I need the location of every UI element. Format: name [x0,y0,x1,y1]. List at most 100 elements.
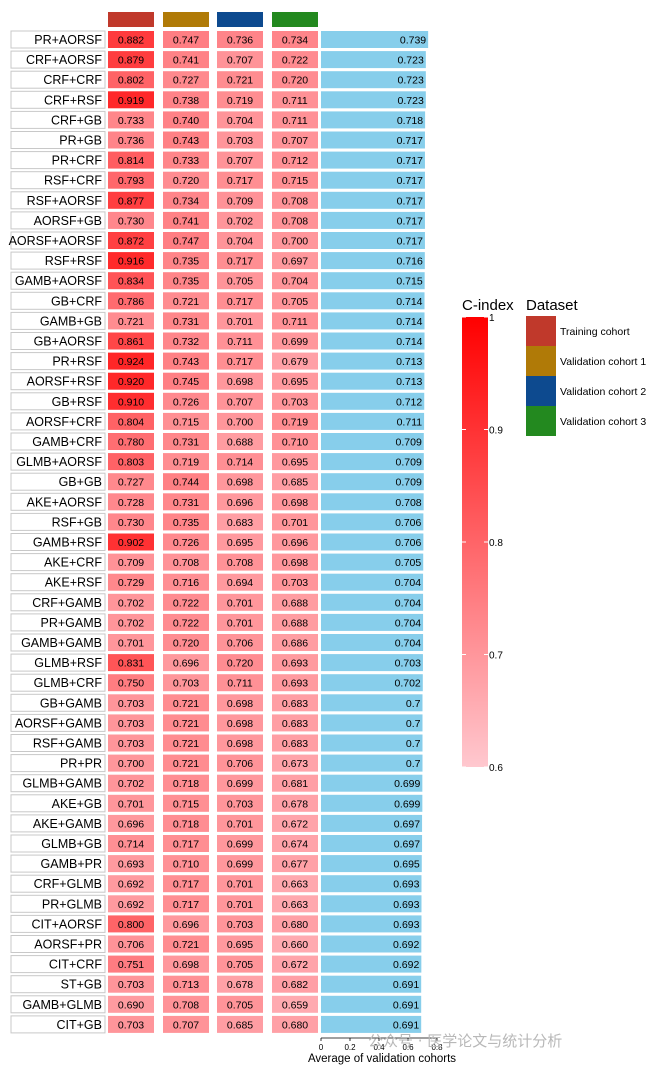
average-bar-value: 0.704 [395,577,421,589]
average-bar [321,734,423,752]
heatmap-cell [217,232,263,249]
average-bar-value: 0.712 [396,396,422,408]
heatmap-cell-value: 0.699 [227,859,253,871]
model-label-box [10,593,106,612]
heatmap-cell [217,553,263,571]
heatmap-cell [108,835,154,852]
model-label-box [10,70,106,89]
heatmap-cell-value: 0.692 [118,879,144,891]
average-bar-value: 0.708 [395,497,421,509]
model-label: RSF+CRF [44,174,102,188]
average-bar-value: 0.693 [393,899,419,911]
heatmap-cell-value: 0.688 [282,597,308,609]
model-label: PR+PR [60,757,102,771]
heatmap-cell [108,694,154,712]
heatmap-cell-value: 0.701 [227,617,253,629]
heatmap-cell [108,191,154,209]
heatmap-cell-value: 0.920 [118,376,144,388]
heatmap-cell [163,332,209,350]
heatmap-cell [272,453,318,471]
heatmap-cell [163,915,209,933]
heatmap-cell-value: 0.704 [282,276,308,288]
heatmap-cell-value: 0.713 [173,979,199,991]
heatmap-cell [108,513,154,531]
heatmap-cell [217,593,263,611]
heatmap-cell-value: 0.673 [282,758,308,770]
heatmap-cell [163,995,209,1013]
average-bar [321,332,425,350]
model-label: CRF+GB [51,113,102,127]
heatmap-cell [217,774,263,792]
heatmap-cell [217,513,263,531]
heatmap-cell [163,734,209,752]
model-label: GAMB+RSF [33,536,102,550]
average-bar [321,292,425,310]
heatmap-cell-value: 0.678 [282,798,308,810]
model-label: AORSF+AORSF [9,234,103,248]
average-bar [321,634,424,651]
heatmap-cell [108,553,154,571]
heatmap-cell [217,493,263,511]
average-axis-tick-label: 0.2 [344,1043,356,1052]
heatmap-cell-value: 0.718 [173,818,199,830]
heatmap-cell-value: 0.682 [282,979,308,991]
dataset-legend-label: Validation cohort 1 [560,356,646,368]
heatmap-cell [108,895,154,913]
heatmap-cell-value: 0.731 [173,437,199,449]
heatmap-cell [217,694,263,712]
heatmap-cell-value: 0.717 [173,839,199,851]
average-bar-value: 0.691 [393,1019,419,1031]
heatmap-cell [163,634,209,651]
average-bar-value: 0.717 [397,175,423,187]
average-bar-value: 0.716 [397,256,423,268]
heatmap-cell-value: 0.680 [282,919,308,931]
average-bar-value: 0.713 [396,356,422,368]
model-label: CIT+GB [57,1018,103,1032]
model-label-box [10,874,106,893]
model-label-box [10,211,106,230]
heatmap-cell-value: 0.786 [118,296,144,308]
heatmap-cell [272,774,318,792]
heatmap-cell [272,955,318,973]
heatmap-cell-value: 0.659 [282,999,308,1011]
heatmap-cell [163,51,209,69]
model-label-box [10,774,106,793]
heatmap-cell-value: 0.683 [282,738,308,750]
heatmap-cell-value: 0.703 [118,698,144,710]
colorbar-tick-label: 0.8 [489,538,503,549]
model-label: GB+GB [59,475,102,489]
model-label: RSF+GB [52,515,102,529]
model-label: RSF+GAMB [33,737,102,751]
heatmap-cell-value: 0.699 [227,839,253,851]
heatmap-cell [217,292,263,310]
heatmap-cell [163,835,209,852]
heatmap-cell [108,613,154,631]
heatmap-cell [217,814,263,832]
model-label: CRF+GLMB [34,877,102,891]
model-label: GAMB+AORSF [15,274,103,288]
average-bar [321,895,422,913]
heatmap-cell-value: 0.693 [282,678,308,690]
model-label-box [10,131,106,149]
heatmap-cell [217,875,263,893]
model-label: GAMB+PR [41,857,102,871]
heatmap-cell-value: 0.694 [227,577,253,589]
model-label-box [10,311,106,330]
heatmap-cell [272,352,318,370]
model-label: GLMB+GAMB [22,777,102,791]
heatmap-cell [108,433,154,450]
heatmap-cell-value: 0.703 [227,798,253,810]
heatmap-cell [272,91,318,109]
dataset-legend-title: Dataset [526,297,579,314]
heatmap-cell [163,272,209,290]
heatmap-cell-value: 0.716 [173,577,199,589]
heatmap-cell [272,593,318,611]
colorbar-tick-label: 0.9 [489,426,503,437]
heatmap-cell-value: 0.831 [118,658,144,670]
model-label: PR+CRF [52,154,103,168]
heatmap-cell-value: 0.717 [227,296,253,308]
heatmap-cell-value: 0.902 [118,537,144,549]
heatmap-cell [272,935,318,953]
model-label: AKE+AORSF [27,495,103,509]
heatmap-cell-value: 0.702 [227,215,253,227]
